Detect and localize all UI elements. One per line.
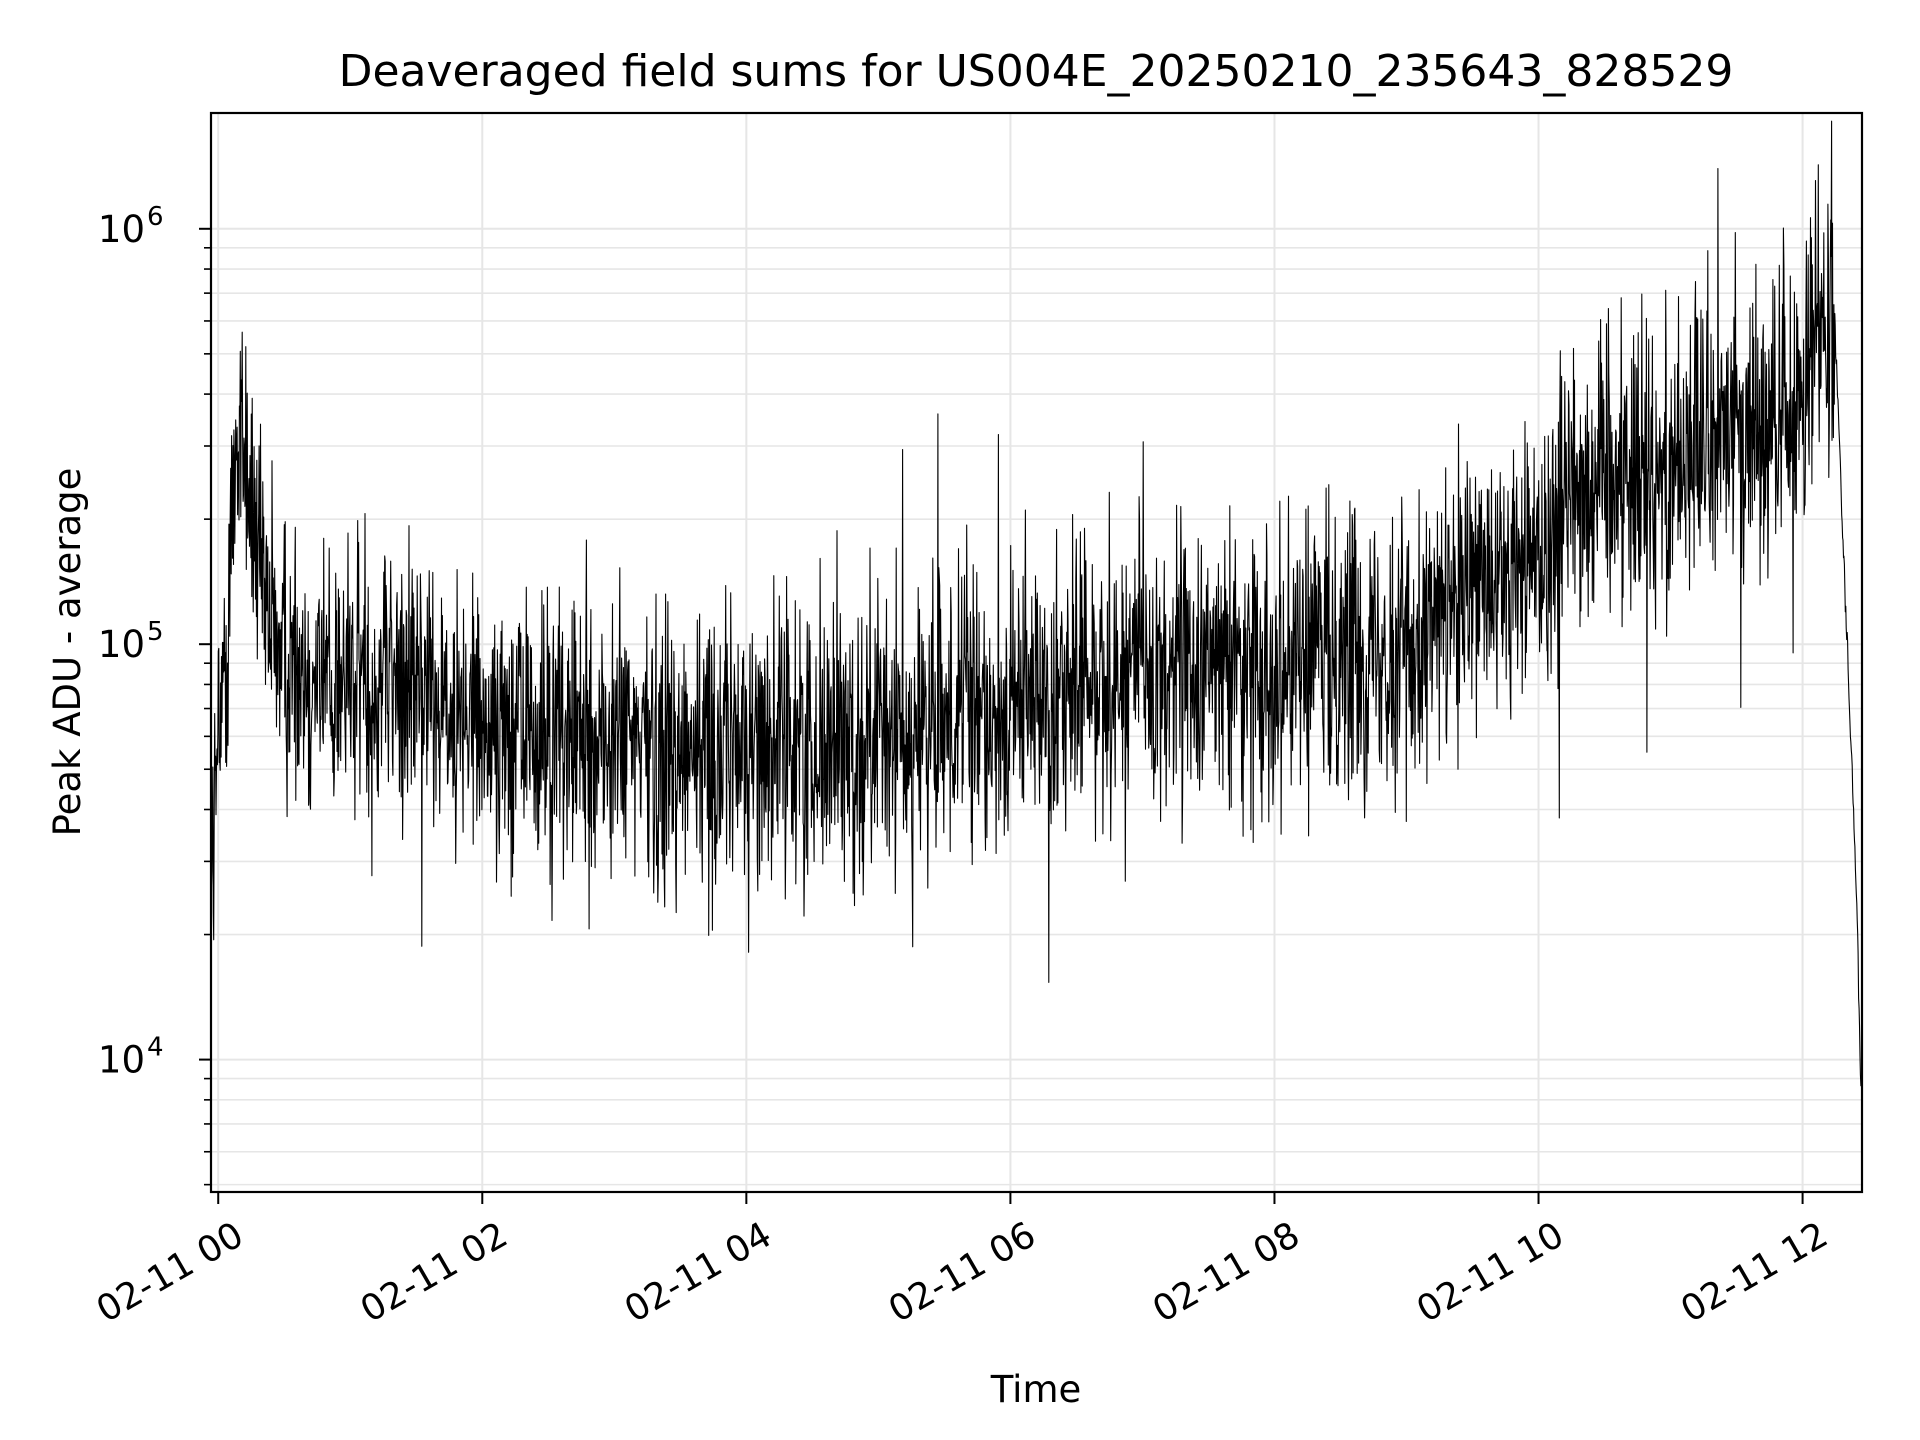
x-tick-label: 02-11 08	[1146, 1214, 1307, 1330]
y-tick-label-exponent: 6	[147, 202, 164, 232]
y-axis-label: Peak ADU - average	[46, 468, 89, 837]
y-tick-label-base: 10	[98, 1039, 145, 1082]
x-tick-label: 02-11 04	[618, 1214, 779, 1330]
series-line	[210, 120, 1862, 1087]
x-axis: 02-11 00 02-11 02 02-11 04 02-11 06 02-11 08…	[90, 1192, 1835, 1331]
x-tick-label: 02-11 10	[1410, 1214, 1571, 1330]
y-tick-label-base: 10	[98, 208, 145, 251]
plot-frame	[209, 111, 1864, 1194]
x-tick-label: 02-11 12	[1674, 1214, 1835, 1330]
y-tick-label-exponent: 5	[147, 617, 164, 647]
y-tick-label: 10 5	[98, 617, 164, 666]
y-tick-label: 10 4	[98, 1033, 164, 1082]
y-tick-label-exponent: 4	[147, 1033, 164, 1063]
x-axis-label: Time	[990, 1368, 1082, 1411]
x-tick-label: 02-11 06	[882, 1214, 1043, 1330]
chart-title: Deaveraged field sums for US004E_2025021…	[339, 46, 1734, 97]
data-line-layer	[210, 120, 1862, 1087]
y-tick-label: 10 6	[98, 202, 164, 251]
x-tick-label: 02-11 00	[90, 1214, 251, 1330]
x-tick-label: 02-11 02	[354, 1214, 515, 1330]
y-tick-label-base: 10	[98, 623, 145, 666]
